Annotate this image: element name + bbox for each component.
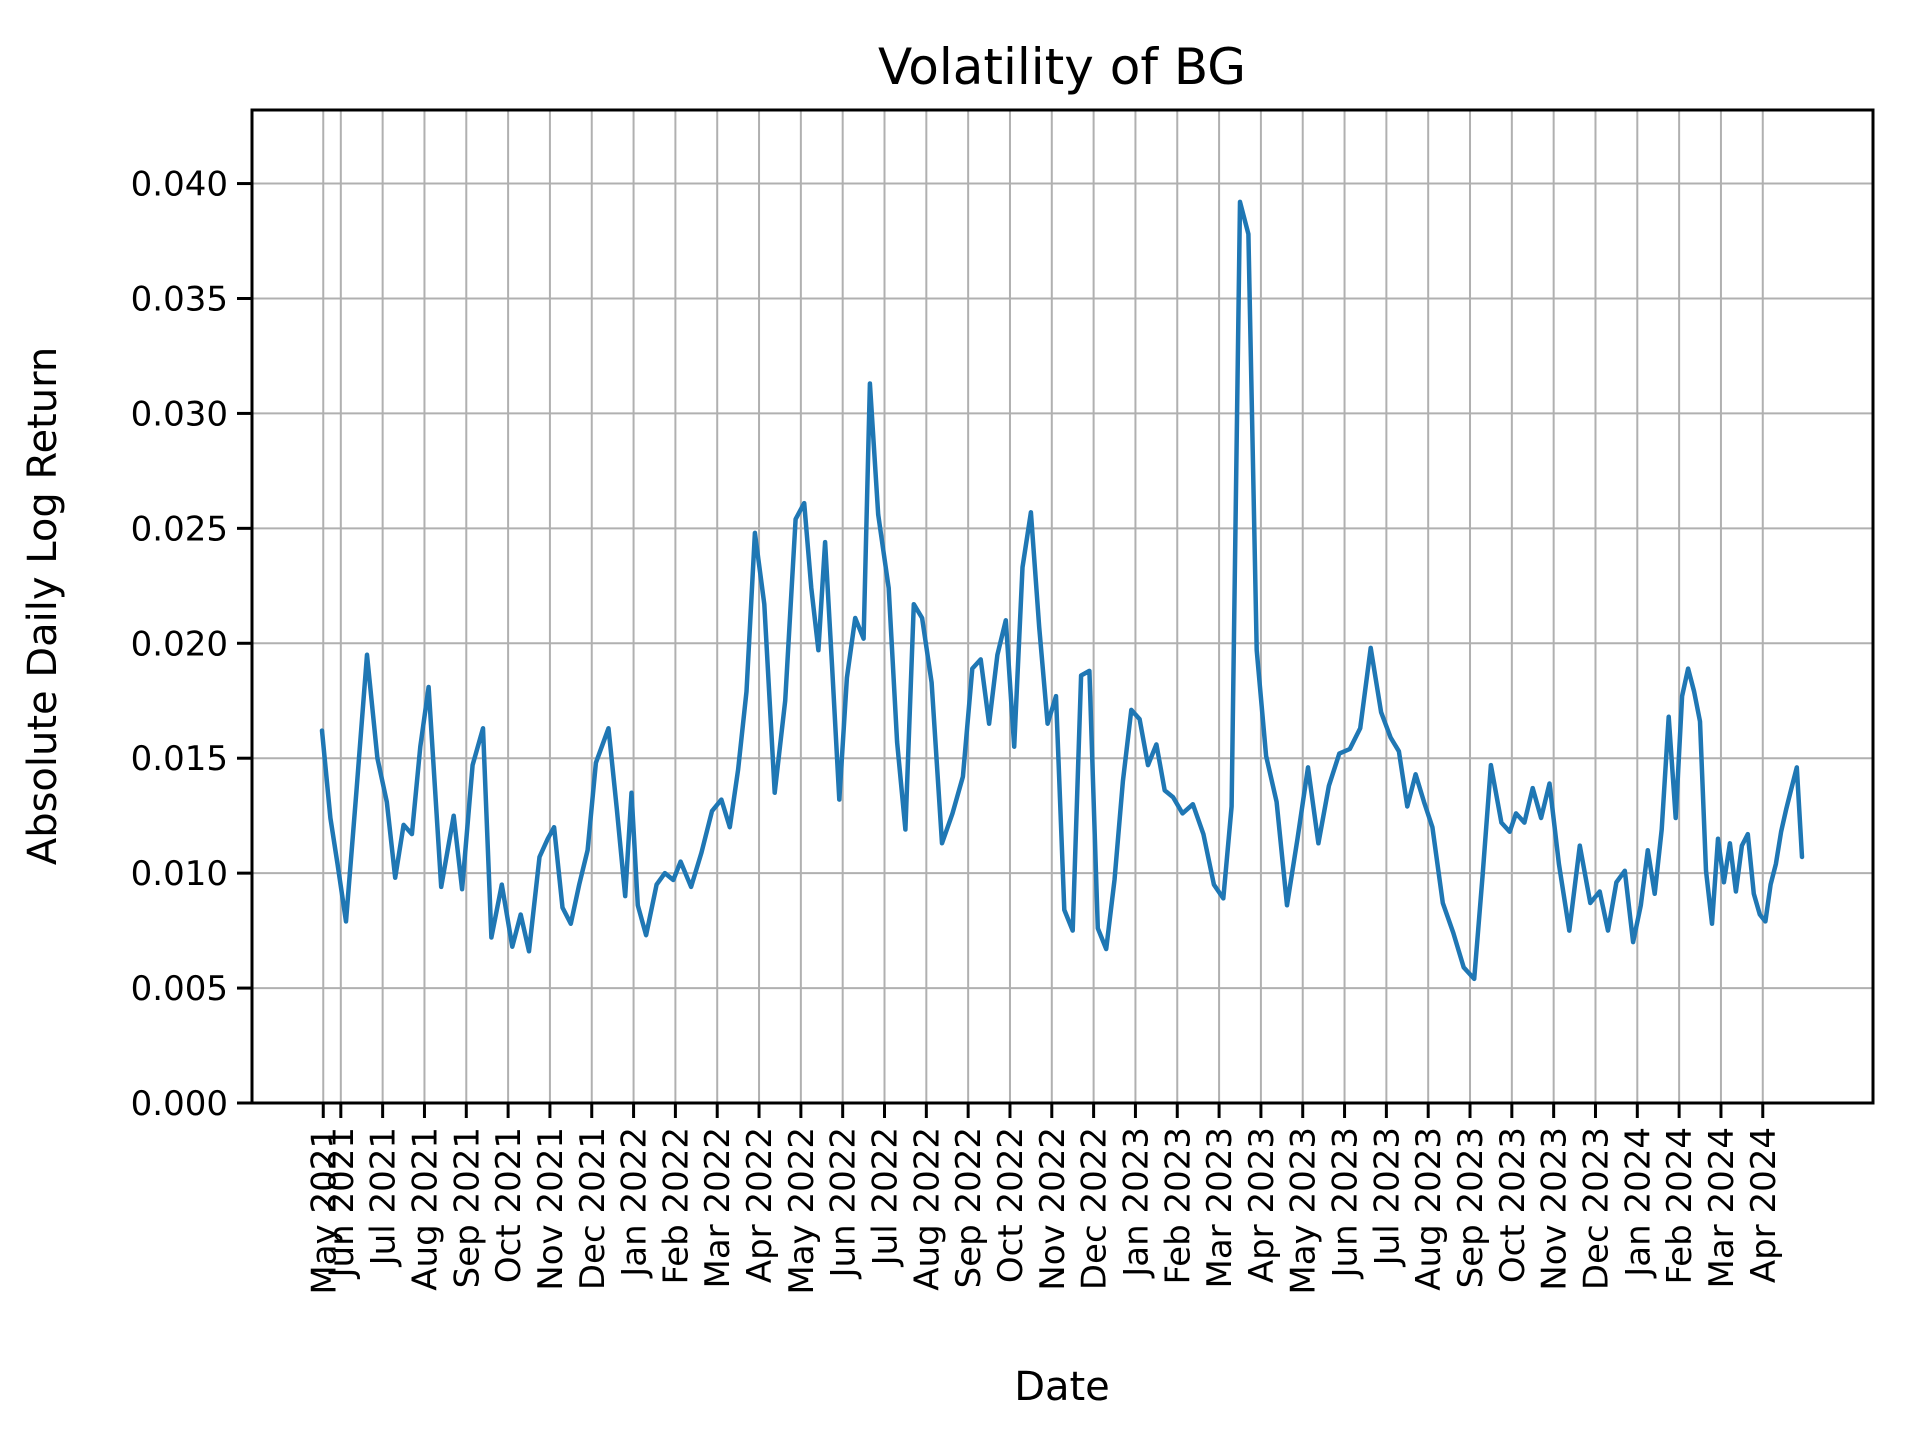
x-tick-label: Apr 2022 xyxy=(740,1127,780,1283)
y-tick-label: 0.010 xyxy=(131,854,228,894)
x-tick-label: Apr 2023 xyxy=(1242,1127,1282,1283)
x-tick-label: Jun 2022 xyxy=(824,1127,864,1279)
x-tick-label: May 2021 xyxy=(304,1127,344,1295)
x-tick-label: Sep 2021 xyxy=(447,1127,487,1288)
x-tick-label: Mar 2022 xyxy=(698,1127,738,1288)
x-tick-label: Oct 2023 xyxy=(1493,1127,1533,1283)
volatility-line-series xyxy=(319,199,1805,982)
y-axis-label: Absolute Daily Log Return xyxy=(20,347,66,865)
x-tick-label: Oct 2022 xyxy=(991,1127,1031,1283)
x-tick-label: Aug 2021 xyxy=(405,1127,445,1291)
x-tick-label: Apr 2024 xyxy=(1744,1127,1784,1283)
x-axis-label: Date xyxy=(1014,1364,1110,1410)
y-tick-label: 0.025 xyxy=(131,509,228,549)
grid-lines xyxy=(252,110,1873,1104)
x-tick-label: Nov 2021 xyxy=(531,1127,571,1291)
x-tick-label: Nov 2023 xyxy=(1535,1127,1575,1291)
x-tick-label: Dec 2023 xyxy=(1576,1127,1616,1290)
x-tick-label: Jan 2022 xyxy=(615,1127,655,1279)
x-tick-label: Mar 2024 xyxy=(1702,1127,1742,1288)
x-tick-label: Feb 2022 xyxy=(656,1127,696,1285)
x-tick-label: Jul 2021 xyxy=(364,1127,404,1267)
axis-ticks xyxy=(237,182,1765,1118)
x-tick-label: Sep 2023 xyxy=(1451,1127,1491,1288)
y-tick-label: 0.020 xyxy=(131,624,228,664)
x-tick-label: Jan 2023 xyxy=(1116,1127,1156,1279)
x-tick-label: May 2022 xyxy=(782,1127,822,1295)
y-tick-label: 0.030 xyxy=(131,394,228,434)
x-tick-label: May 2023 xyxy=(1284,1127,1324,1295)
y-tick-label: 0.000 xyxy=(131,1084,228,1124)
x-tick-label: Aug 2023 xyxy=(1409,1127,1449,1291)
x-tick-label: Nov 2022 xyxy=(1033,1127,1073,1291)
x-tick-label: Oct 2021 xyxy=(489,1127,529,1283)
x-tick-label: Mar 2023 xyxy=(1200,1127,1240,1288)
x-tick-label: Jul 2022 xyxy=(866,1127,906,1267)
chart-title: Volatility of BG xyxy=(878,38,1246,96)
x-tick-label: Jun 2021 xyxy=(322,1127,362,1279)
line-series-layer xyxy=(319,199,1805,982)
y-tick-label: 0.035 xyxy=(131,279,228,319)
x-tick-label: Dec 2021 xyxy=(573,1127,613,1290)
x-tick-label: Jul 2023 xyxy=(1367,1127,1407,1267)
y-tick-label: 0.005 xyxy=(131,969,228,1009)
y-tick-label: 0.040 xyxy=(131,165,228,205)
x-tick-label: Aug 2022 xyxy=(907,1127,947,1291)
x-tick-label: Dec 2022 xyxy=(1075,1127,1115,1290)
x-tick-label: Feb 2024 xyxy=(1660,1127,1700,1285)
x-tick-label: Jun 2023 xyxy=(1326,1127,1366,1279)
x-tick-label: Sep 2022 xyxy=(949,1127,989,1288)
x-tick-label: Jan 2024 xyxy=(1618,1127,1658,1279)
x-tick-label: Feb 2023 xyxy=(1158,1127,1198,1285)
plot-area-border xyxy=(250,108,1875,1105)
y-tick-label: 0.015 xyxy=(131,739,228,779)
